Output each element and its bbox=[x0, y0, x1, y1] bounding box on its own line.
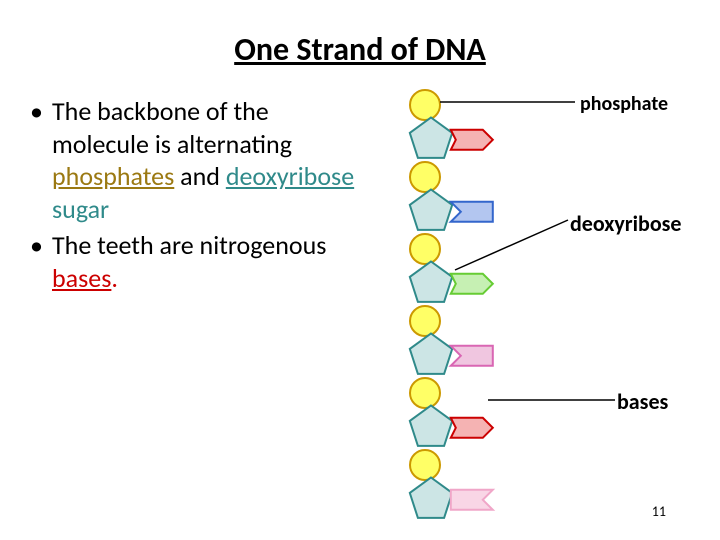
text-segment: phosphates bbox=[52, 160, 174, 192]
deoxyribose-pentagon bbox=[410, 190, 452, 230]
text-segment: The teeth are nitrogenous bbox=[52, 229, 326, 261]
phosphate-circle bbox=[410, 450, 440, 480]
text-segment: deoxyribose bbox=[226, 160, 354, 192]
phosphate-circle bbox=[410, 90, 440, 120]
callout-line bbox=[455, 220, 568, 270]
slide-title: One Strand of DNA bbox=[0, 30, 720, 69]
bullet-dot: • bbox=[30, 95, 52, 225]
base-shape bbox=[451, 202, 493, 222]
base-shape bbox=[451, 274, 493, 294]
text-segment: sugar bbox=[52, 193, 109, 225]
dna-svg bbox=[370, 80, 690, 520]
page-number: 11 bbox=[652, 503, 666, 520]
phosphate-circle bbox=[410, 234, 440, 264]
phosphate-circle bbox=[410, 162, 440, 192]
base-shape bbox=[451, 130, 493, 150]
bullet-text: The backbone of the molecule is alternat… bbox=[52, 95, 360, 225]
bullet-item: •The backbone of the molecule is alterna… bbox=[30, 95, 360, 225]
bullet-list: •The backbone of the molecule is alterna… bbox=[30, 95, 360, 298]
dna-strand-diagram bbox=[370, 80, 690, 520]
text-segment: The backbone of the molecule is alternat… bbox=[52, 95, 292, 160]
text-segment: . bbox=[111, 262, 118, 294]
text-segment: bases bbox=[52, 262, 111, 294]
bullet-item: •The teeth are nitrogenous bases. bbox=[30, 229, 360, 294]
bullet-dot: • bbox=[30, 229, 52, 294]
bullet-text: The teeth are nitrogenous bases. bbox=[52, 229, 360, 294]
phosphate-circle bbox=[410, 378, 440, 408]
deoxyribose-pentagon bbox=[410, 334, 452, 374]
base-shape bbox=[451, 490, 493, 510]
deoxyribose-pentagon bbox=[410, 118, 452, 158]
deoxyribose-pentagon bbox=[410, 478, 452, 518]
base-shape bbox=[451, 346, 493, 366]
deoxyribose-pentagon bbox=[410, 262, 452, 302]
base-shape bbox=[451, 418, 493, 438]
deoxyribose-pentagon bbox=[410, 406, 452, 446]
text-segment: and bbox=[174, 160, 226, 192]
phosphate-circle bbox=[410, 306, 440, 336]
